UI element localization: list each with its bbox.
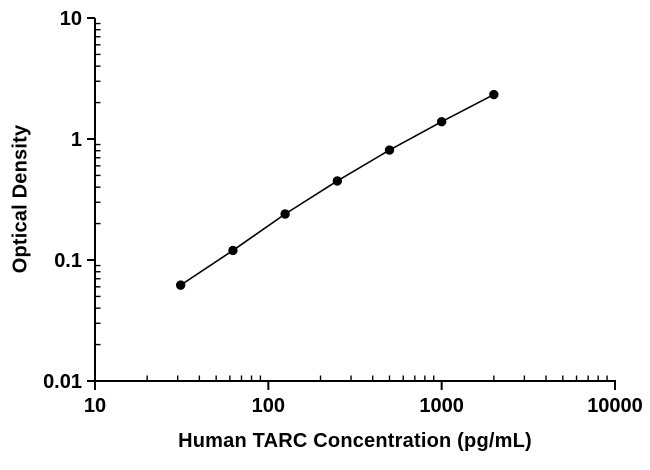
y-tick-label: 0.1 — [54, 250, 82, 272]
x-tick-label: 10 — [84, 395, 106, 417]
data-point-marker — [332, 176, 343, 186]
data-point-marker — [228, 245, 238, 256]
x-axis-title: Human TARC Concentration (pg/mL) — [178, 430, 532, 452]
x-tick-label: 10000 — [587, 395, 643, 417]
data-point-marker — [280, 209, 290, 219]
standard-curve-line — [180, 93, 495, 286]
y-axis-title: Optical Density — [9, 124, 32, 274]
y-tick-label: 1 — [71, 129, 82, 151]
y-tick-label: 0.01 — [43, 371, 82, 393]
x-tick-label: 100 — [252, 395, 285, 417]
x-tick-label: 1000 — [419, 395, 464, 417]
data-point-marker — [436, 116, 447, 127]
data-point-marker — [384, 145, 395, 155]
data-point-marker — [175, 280, 186, 290]
y-tick-label: 10 — [60, 8, 82, 30]
data-point-marker — [489, 89, 499, 100]
